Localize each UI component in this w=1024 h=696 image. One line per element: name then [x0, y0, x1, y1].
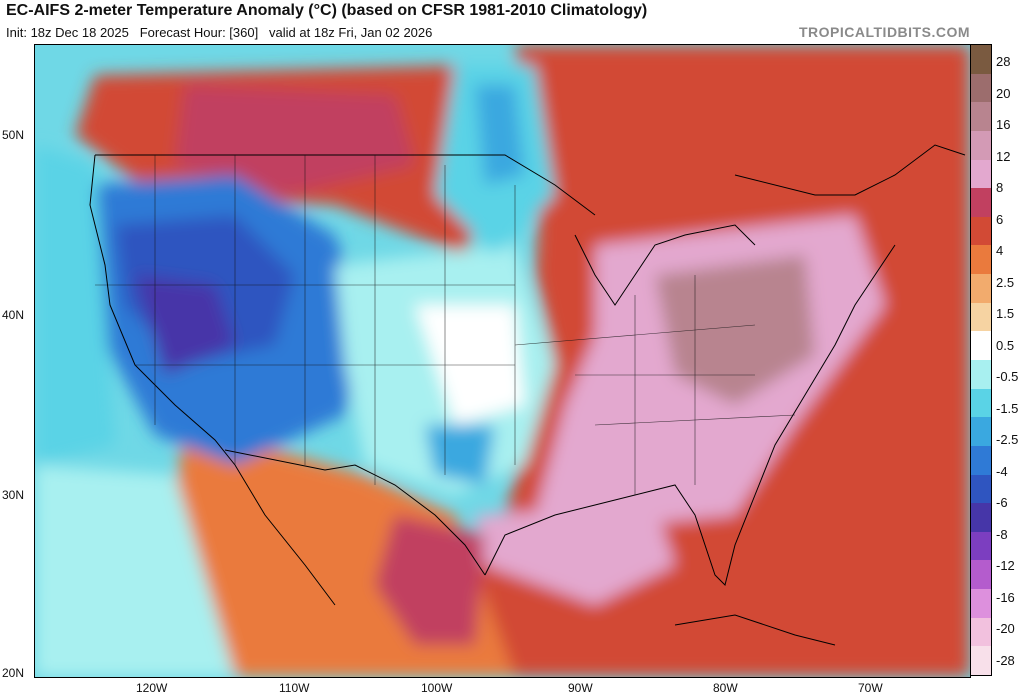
colorbar-segment	[971, 589, 991, 619]
anomaly-map	[34, 44, 971, 678]
colorbar-label: -20	[996, 621, 1015, 636]
lat-label-30n: 30N	[2, 488, 25, 502]
colorbar-label: -16	[996, 589, 1015, 605]
cuba-outline	[674, 614, 836, 646]
colorbar-label: -12	[996, 558, 1015, 573]
canada-border	[95, 154, 596, 216]
colorbar-label: -28	[996, 652, 1015, 668]
lon-label-70w: 70W	[858, 681, 883, 695]
colorbar-label: 1.5	[996, 306, 1015, 321]
colorbar-segment	[971, 302, 991, 332]
colorbar-segment	[971, 73, 991, 103]
colorbar-segment	[971, 45, 991, 75]
great-lakes	[574, 224, 756, 306]
colorbar-label: 6	[996, 211, 1004, 227]
brand-watermark: TROPICALTIDBITS.COM	[798, 24, 970, 40]
colorbar-label: -4	[996, 463, 1008, 479]
colorbar-segment	[971, 560, 991, 590]
colorbar-segment	[971, 388, 991, 418]
colorbar-segment	[971, 646, 991, 676]
colorbar	[970, 44, 992, 676]
lon-label-120w: 120W	[136, 681, 168, 695]
colorbar-segment	[971, 617, 991, 647]
colorbar-segment	[971, 531, 991, 561]
lon-label-110w: 110W	[279, 681, 310, 695]
map-canvas	[35, 45, 970, 677]
colorbar-segment	[971, 188, 991, 218]
colorbar-label: 2.5	[996, 274, 1015, 290]
lat-label-20n: 20N	[2, 666, 25, 680]
gulf-east-coastline	[484, 244, 896, 586]
colorbar-segment	[971, 503, 991, 533]
colorbar-label: -1.5	[996, 400, 1019, 416]
valid-time: valid at 18z Fri, Jan 02 2026	[269, 25, 433, 40]
colorbar-label: 4	[996, 243, 1004, 258]
state-lines	[95, 155, 796, 495]
colorbar-label: -2.5	[996, 432, 1019, 447]
lon-label-80w: 80W	[713, 681, 738, 695]
mexico-border	[224, 449, 486, 576]
colorbar-label: 20	[996, 85, 1011, 101]
colorbar-segment	[971, 102, 991, 132]
colorbar-segment	[971, 245, 991, 275]
colorbar-label: -0.5	[996, 369, 1019, 384]
west-coastline	[89, 154, 336, 606]
colorbar-label: -6	[996, 495, 1008, 510]
colorbar-segment	[971, 159, 991, 189]
colorbar-segment	[971, 417, 991, 447]
init-time: Init: 18z Dec 18 2025	[6, 25, 129, 40]
colorbar-label: -8	[996, 526, 1008, 542]
boundaries	[89, 144, 966, 646]
colorbar-label: 8	[996, 180, 1004, 195]
colorbar-segment	[971, 331, 991, 361]
map-subtitle: Init: 18z Dec 18 2025 Forecast Hour: [36…	[6, 25, 432, 40]
lon-label-100w: 100W	[421, 681, 453, 695]
colorbar-label: 16	[996, 117, 1011, 132]
colorbar-label: 12	[996, 148, 1011, 164]
colorbar-segment	[971, 216, 991, 246]
colorbar-segment	[971, 274, 991, 304]
lat-label-40n: 40N	[2, 308, 25, 322]
forecast-hour: Forecast Hour: [360]	[139, 25, 259, 40]
colorbar-segment	[971, 360, 991, 390]
colorbar-segment	[971, 445, 991, 476]
colorbar-label: 0.5	[996, 337, 1015, 353]
colorbar-segment	[971, 130, 991, 161]
colorbar-segment	[971, 474, 991, 504]
lat-label-50n: 50N	[2, 128, 25, 142]
lon-label-90w: 90W	[568, 681, 593, 695]
map-title: EC-AIFS 2-meter Temperature Anomaly (°C)…	[6, 2, 648, 19]
colorbar-label: 28	[996, 54, 1011, 69]
anomaly-field	[35, 45, 970, 677]
northeast-coast	[734, 144, 966, 196]
